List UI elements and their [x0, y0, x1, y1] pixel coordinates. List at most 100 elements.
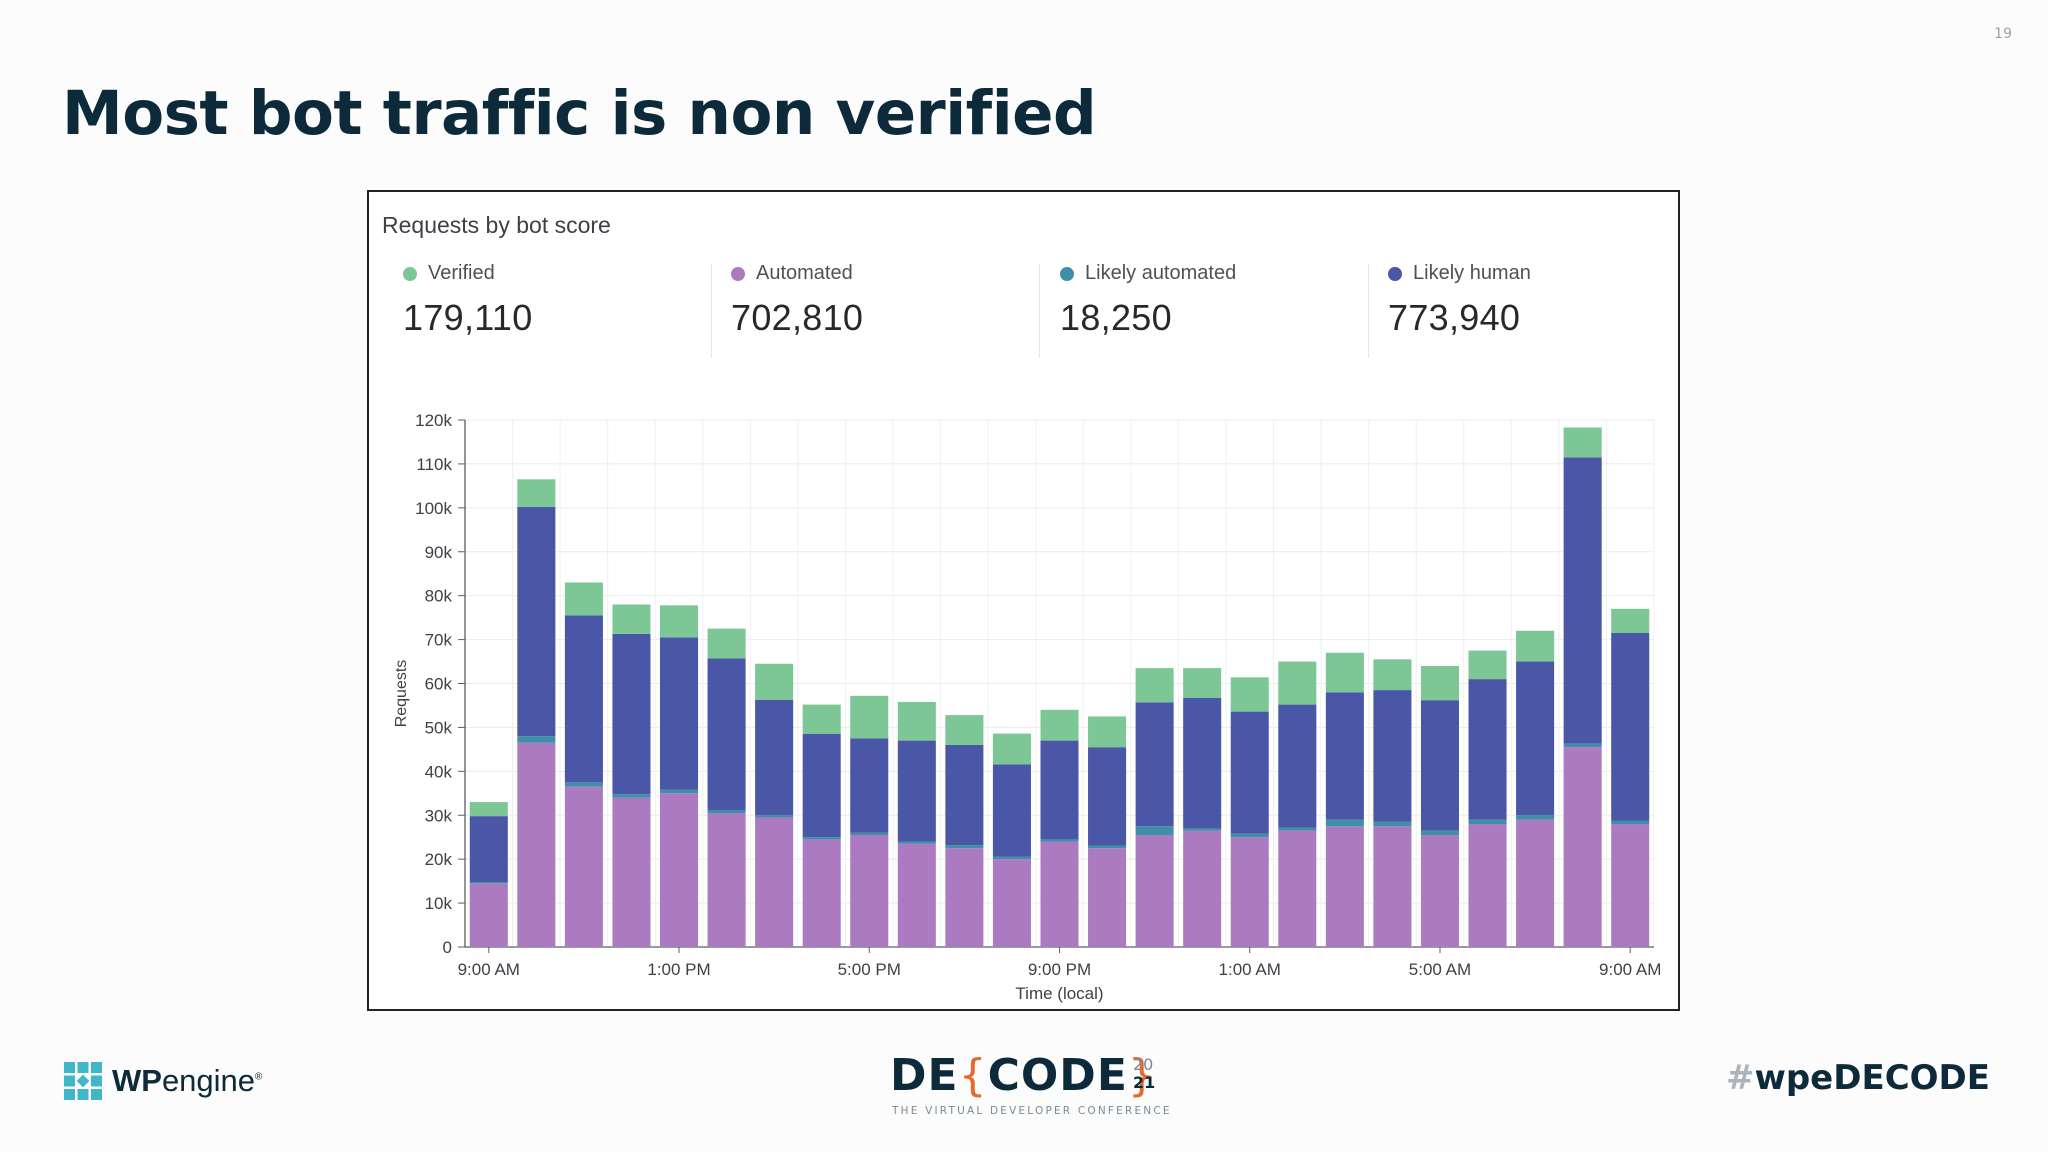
y-tick-label: 20k	[425, 850, 453, 869]
bar-verified	[1373, 659, 1412, 691]
x-tick-label: 1:00 PM	[647, 960, 710, 979]
hashtag: #wpeDECODE	[1725, 1058, 1990, 1098]
wp-engine-wordmark: WPengine®	[112, 1063, 263, 1098]
bar-likely-automated	[1420, 830, 1460, 836]
wp-engine-grid-icon	[64, 1062, 102, 1100]
bar-automated	[1230, 837, 1269, 947]
y-tick-label: 60k	[425, 675, 453, 694]
decode-wordmark: DE{CODE}	[890, 1050, 1157, 1101]
bar-likely-automated	[802, 837, 841, 840]
bar-likely-human	[1516, 661, 1555, 816]
bar-automated	[612, 797, 651, 947]
bar-automated	[1088, 848, 1127, 947]
bar-verified	[1468, 650, 1507, 680]
stat-divider	[1039, 264, 1040, 358]
bar-verified	[945, 715, 984, 745]
bar-likely-human	[1230, 711, 1269, 834]
bar-automated	[517, 742, 556, 947]
stat-value: 702,810	[731, 297, 864, 338]
bar-automated	[659, 793, 699, 947]
bar-likely-human	[1373, 690, 1412, 822]
bar-likely-human	[517, 506, 556, 737]
bar-likely-human	[469, 816, 508, 883]
y-tick-label: 70k	[425, 631, 453, 650]
bar-likely-automated	[1516, 815, 1555, 820]
decode-tagline: THE VIRTUAL DEVELOPER CONFERENCE	[892, 1105, 1172, 1117]
bar-likely-automated	[469, 882, 508, 884]
bar-likely-automated	[1230, 833, 1269, 838]
bar-automated	[1135, 835, 1174, 947]
bar-likely-automated	[1088, 845, 1127, 849]
bar-likely-automated	[850, 832, 889, 836]
bar-verified	[1135, 668, 1174, 703]
bar-automated	[469, 883, 508, 947]
bar-automated	[564, 786, 603, 947]
bar-likely-human	[1278, 704, 1317, 828]
y-tick-label: 30k	[425, 806, 453, 825]
y-axis-title: Requests	[393, 660, 410, 728]
bar-verified	[517, 479, 556, 507]
bar-likely-human	[992, 764, 1031, 857]
bar-automated	[1373, 826, 1412, 947]
bar-likely-human	[1040, 740, 1079, 840]
bar-likely-automated	[755, 815, 794, 818]
bar-verified	[992, 733, 1031, 765]
bar-likely-human	[1325, 692, 1364, 820]
bar-likely-automated	[1611, 820, 1650, 825]
automated-legend-dot	[731, 266, 745, 281]
bar-likely-automated	[1040, 839, 1079, 842]
bar-likely-human	[945, 744, 984, 846]
y-tick-label: 90k	[425, 543, 453, 562]
bar-verified	[1278, 661, 1317, 705]
x-axis-title: Time (local)	[1015, 984, 1103, 1003]
stat-label: Likely human	[1413, 262, 1531, 284]
slide-number: 19	[1994, 26, 2012, 42]
bar-likely-human	[707, 658, 746, 810]
bar-likely-human	[850, 738, 889, 833]
bar-verified	[1611, 608, 1650, 633]
y-tick-label: 50k	[425, 718, 453, 737]
x-tick-label: 9:00 AM	[1599, 960, 1661, 979]
x-tick-label: 9:00 PM	[1028, 960, 1091, 979]
bar-automated	[802, 839, 841, 947]
bar-verified	[1516, 630, 1555, 662]
bar-likely-automated	[1563, 743, 1602, 748]
stat-divider	[711, 264, 712, 358]
bar-likely-automated	[1373, 821, 1412, 827]
bar-likely-automated	[612, 794, 651, 798]
bar-automated	[1040, 841, 1079, 947]
bar-likely-automated	[1183, 828, 1222, 831]
x-tick-label: 5:00 AM	[1409, 960, 1471, 979]
x-tick-label: 1:00 AM	[1219, 960, 1281, 979]
decode-logo: DE{CODE} 20 21 THE VIRTUAL DEVELOPER CONF…	[890, 1050, 1190, 1120]
bar-automated	[897, 843, 936, 947]
bar-verified	[564, 582, 603, 616]
bar-verified	[802, 704, 841, 735]
bar-automated	[1468, 824, 1507, 947]
stat-divider	[1368, 264, 1369, 358]
bar-verified	[1325, 652, 1364, 693]
bar-automated	[707, 813, 746, 947]
bar-verified	[1230, 677, 1269, 712]
y-tick-label: 40k	[425, 762, 453, 781]
bar-verified	[1088, 716, 1127, 748]
bar-likely-human	[1563, 457, 1602, 744]
bar-likely-automated	[897, 841, 936, 844]
y-tick-label: 100k	[415, 499, 452, 518]
bar-verified	[755, 663, 794, 700]
bar-likely-human	[1135, 702, 1174, 827]
bar-automated	[1611, 824, 1650, 947]
bar-likely-human	[1183, 697, 1222, 829]
bar-likely-automated	[564, 782, 603, 787]
bar-verified	[612, 604, 651, 634]
bar-likely-automated	[707, 809, 746, 814]
y-tick-label: 10k	[425, 894, 453, 913]
y-tick-label: 110k	[416, 455, 452, 474]
bar-automated	[1563, 747, 1602, 947]
stat-label: Verified	[428, 262, 495, 284]
bar-automated	[992, 859, 1031, 947]
bar-likely-automated	[1278, 827, 1317, 831]
bar-likely-automated	[992, 856, 1031, 860]
bar-automated	[1420, 835, 1460, 947]
bar-automated	[1183, 830, 1222, 947]
